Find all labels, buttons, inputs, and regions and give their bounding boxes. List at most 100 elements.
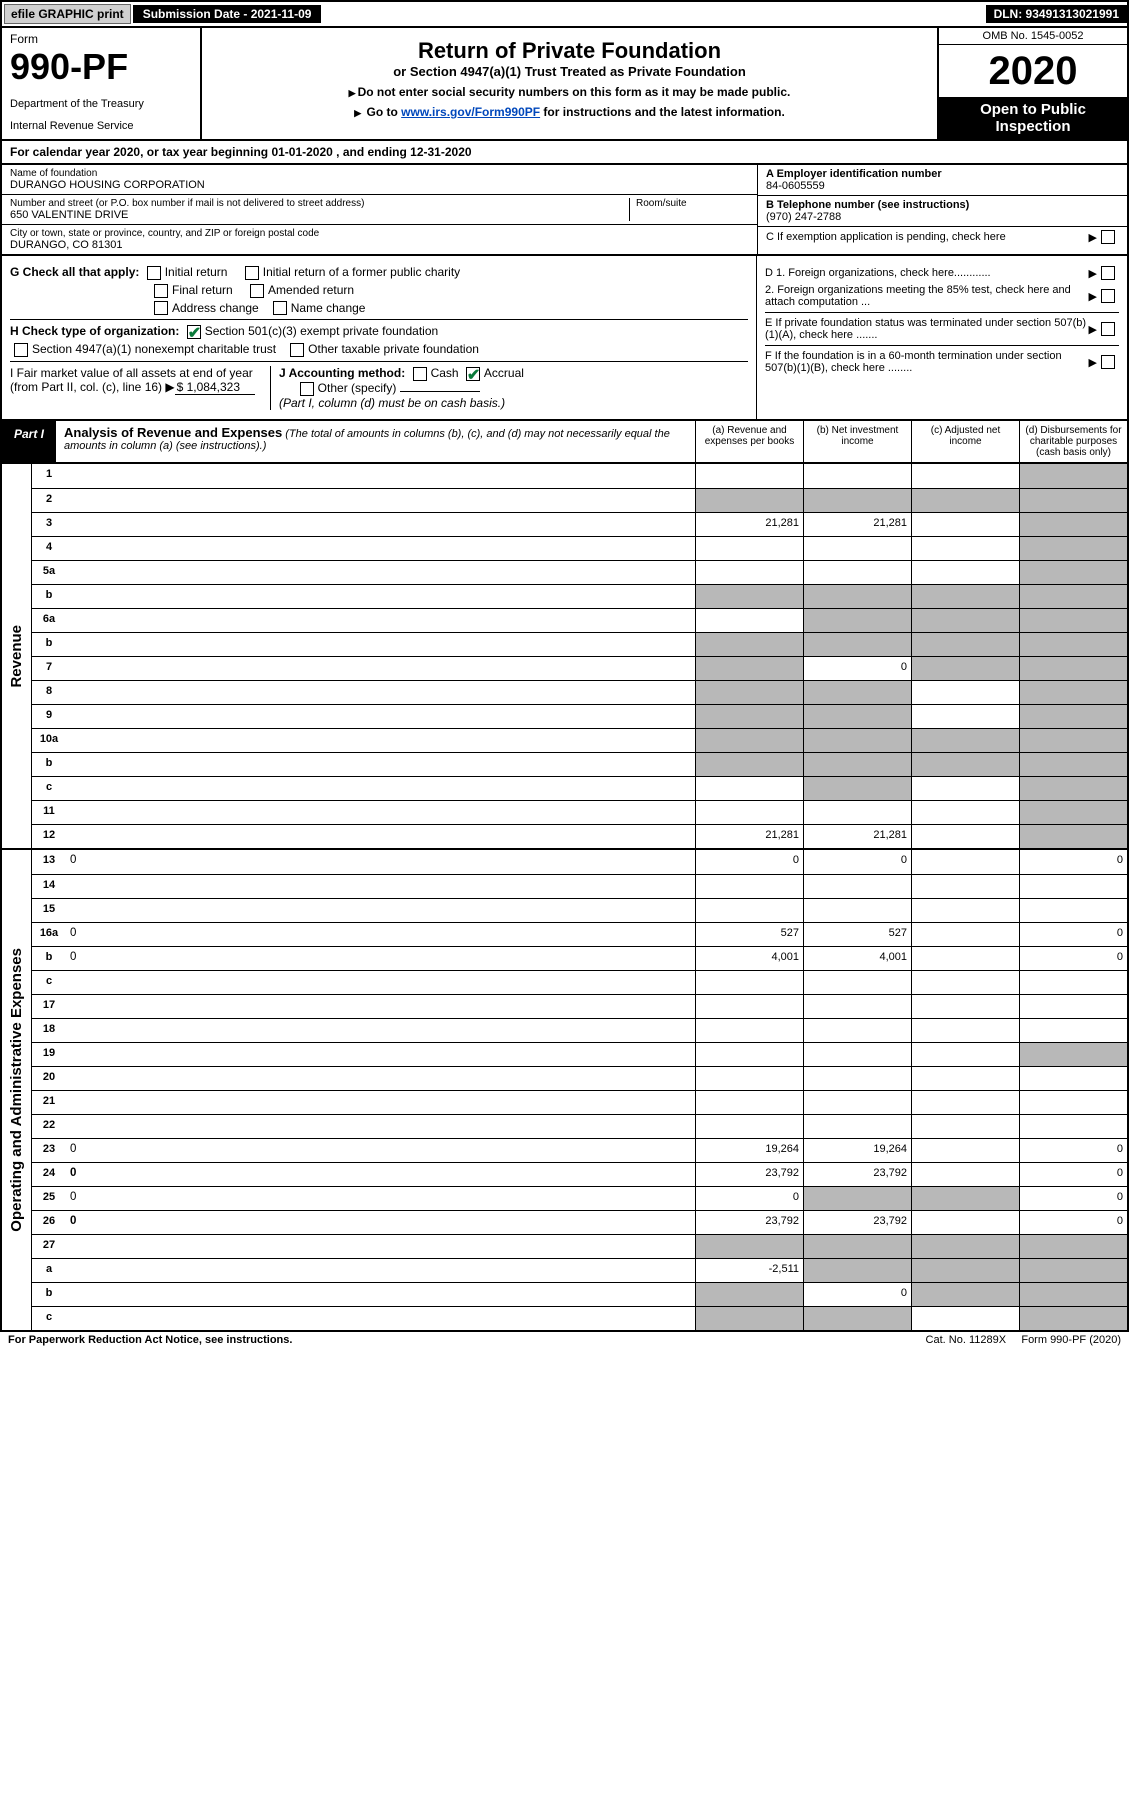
final-return-cb[interactable] (154, 284, 168, 298)
col-b-header: (b) Net investment income (803, 421, 911, 462)
tax-year: 2020 (939, 45, 1127, 97)
instruction-1: Do not enter social security numbers on … (206, 85, 933, 99)
street-address: 650 VALENTINE DRIVE (10, 209, 629, 221)
h-label: H Check type of organization: (10, 324, 179, 338)
j-label: J Accounting method: (279, 366, 405, 380)
table-row: 10a (32, 728, 1127, 752)
paperwork-notice: For Paperwork Reduction Act Notice, see … (8, 1334, 292, 1346)
table-row: 15 (32, 898, 1127, 922)
ein-value: 84-0605559 (766, 180, 1119, 192)
table-row: 130000 (32, 850, 1127, 874)
table-row: 4 (32, 536, 1127, 560)
table-row: 11 (32, 800, 1127, 824)
expenses-table: Operating and Administrative Expenses 13… (0, 850, 1129, 1332)
table-row: 26023,79223,7920 (32, 1210, 1127, 1234)
opex-label: Operating and Administrative Expenses (8, 948, 25, 1232)
f-cb[interactable] (1101, 355, 1115, 369)
other-method-cb[interactable] (300, 382, 314, 396)
form-label: Form (10, 32, 192, 46)
col-d-header: (d) Disbursements for charitable purpose… (1019, 421, 1127, 462)
irs-link[interactable]: www.irs.gov/Form990PF (401, 105, 540, 119)
table-row: 70 (32, 656, 1127, 680)
part-1-tag: Part I (2, 421, 56, 462)
efile-button[interactable]: efile GRAPHIC print (4, 4, 131, 24)
table-row: b (32, 632, 1127, 656)
dln: DLN: 93491313021991 (986, 5, 1127, 23)
table-row: 23019,26419,2640 (32, 1138, 1127, 1162)
j-note: (Part I, column (d) must be on cash basi… (279, 396, 505, 410)
room-label: Room/suite (636, 198, 749, 209)
form-subtitle: or Section 4947(a)(1) Trust Treated as P… (206, 64, 933, 79)
table-row: 19 (32, 1042, 1127, 1066)
table-row: 20 (32, 1066, 1127, 1090)
form-footer: Form 990-PF (2020) (1021, 1334, 1121, 1346)
foundation-name: DURANGO HOUSING CORPORATION (10, 179, 749, 191)
table-row: c (32, 1306, 1127, 1330)
former-charity-cb[interactable] (245, 266, 259, 280)
cash-cb[interactable] (413, 367, 427, 381)
table-row: 2 (32, 488, 1127, 512)
amended-return-cb[interactable] (250, 284, 264, 298)
cat-no: Cat. No. 11289X (926, 1334, 1007, 1346)
table-row: 22 (32, 1114, 1127, 1138)
d2-label: 2. Foreign organizations meeting the 85%… (765, 284, 1089, 308)
revenue-label: Revenue (8, 625, 25, 688)
part-1-header: Part I Analysis of Revenue and Expenses … (0, 421, 1129, 464)
table-row: a-2,511 (32, 1258, 1127, 1282)
top-bar: efile GRAPHIC print Submission Date - 20… (0, 0, 1129, 28)
pending-label: C If exemption application is pending, c… (766, 231, 1085, 243)
table-row: 17 (32, 994, 1127, 1018)
table-row: b (32, 752, 1127, 776)
col-c-header: (c) Adjusted net income (911, 421, 1019, 462)
501c3-cb[interactable] (187, 325, 201, 339)
address-change-cb[interactable] (154, 301, 168, 315)
dept-treasury: Department of the Treasury (10, 98, 192, 110)
d1-cb[interactable] (1101, 266, 1115, 280)
table-row: 6a (32, 608, 1127, 632)
table-row: c (32, 970, 1127, 994)
calendar-year: For calendar year 2020, or tax year begi… (0, 141, 1129, 165)
page-footer: For Paperwork Reduction Act Notice, see … (0, 1332, 1129, 1348)
address-label: Number and street (or P.O. box number if… (10, 198, 629, 209)
f-label: F If the foundation is in a 60-month ter… (765, 350, 1089, 374)
part-1-title: Analysis of Revenue and Expenses (64, 425, 282, 440)
e-cb[interactable] (1101, 322, 1115, 336)
table-row: 24023,79223,7920 (32, 1162, 1127, 1186)
submission-date: Submission Date - 2021-11-09 (133, 5, 322, 23)
form-number: 990-PF (10, 46, 192, 88)
4947a1-cb[interactable] (14, 343, 28, 357)
revenue-table: Revenue 12321,28121,28145ab6ab708910abc1… (0, 464, 1129, 850)
pending-checkbox[interactable] (1101, 230, 1115, 244)
d1-label: D 1. Foreign organizations, check here..… (765, 267, 1089, 279)
table-row: 27 (32, 1234, 1127, 1258)
name-label: Name of foundation (10, 168, 749, 179)
open-to-public: Open to Public Inspection (939, 97, 1127, 139)
fmv-value: $ 1,084,323 (175, 380, 255, 395)
table-row: 1 (32, 464, 1127, 488)
table-row: c (32, 776, 1127, 800)
checkbox-area: G Check all that apply: Initial return I… (0, 256, 1129, 421)
initial-return-cb[interactable] (147, 266, 161, 280)
table-row: 25000 (32, 1186, 1127, 1210)
instruction-2: Go to www.irs.gov/Form990PF for instruct… (206, 105, 933, 119)
other-taxable-cb[interactable] (290, 343, 304, 357)
irs-label: Internal Revenue Service (10, 120, 192, 132)
city-state-zip: DURANGO, CO 81301 (10, 239, 749, 251)
table-row: b04,0014,0010 (32, 946, 1127, 970)
table-row: b0 (32, 1282, 1127, 1306)
table-row: 5a (32, 560, 1127, 584)
table-row: b (32, 584, 1127, 608)
identification-block: Name of foundation DURANGO HOUSING CORPO… (0, 165, 1129, 256)
table-row: 1221,28121,281 (32, 824, 1127, 848)
name-change-cb[interactable] (273, 301, 287, 315)
table-row: 18 (32, 1018, 1127, 1042)
d2-cb[interactable] (1101, 289, 1115, 303)
table-row: 16a05275270 (32, 922, 1127, 946)
ein-label: A Employer identification number (766, 168, 942, 180)
col-a-header: (a) Revenue and expenses per books (695, 421, 803, 462)
form-header: Form 990-PF Department of the Treasury I… (0, 28, 1129, 141)
table-row: 8 (32, 680, 1127, 704)
accrual-cb[interactable] (466, 367, 480, 381)
form-title: Return of Private Foundation (206, 38, 933, 64)
phone-value: (970) 247-2788 (766, 211, 1119, 223)
